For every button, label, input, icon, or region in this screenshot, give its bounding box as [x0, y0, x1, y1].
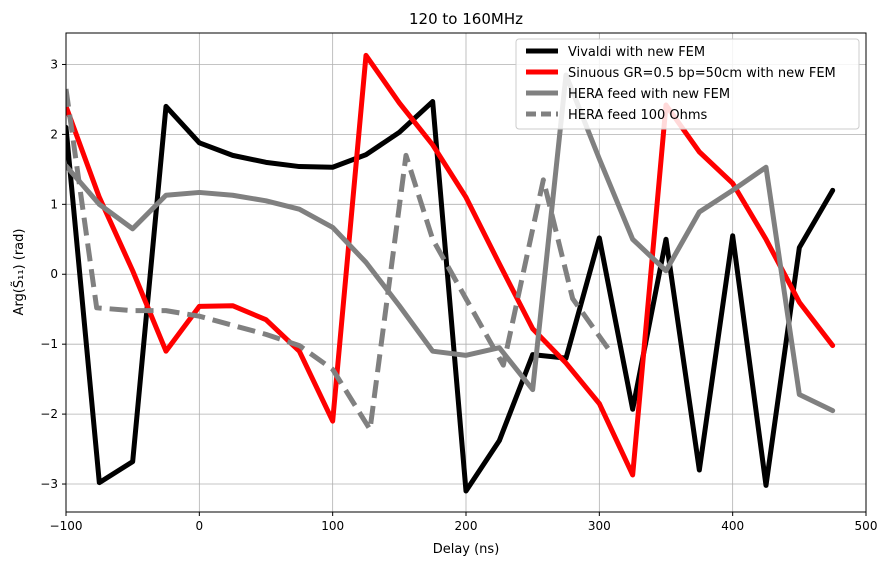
legend-box	[515, 38, 860, 130]
x-tick-label: 200	[455, 519, 478, 533]
y-tick-label: −3	[40, 477, 58, 491]
legend-label: Sinuous GR=0.5 bp=50cm with new FEM	[568, 66, 836, 81]
y-tick-label: 2	[50, 127, 58, 141]
y-tick-label: 1	[50, 197, 58, 211]
x-tick-label: 100	[321, 519, 344, 533]
series-line-1	[66, 99, 836, 494]
x-axis-label: Delay (ns)	[433, 542, 500, 557]
x-tick-label: −100	[50, 519, 83, 533]
legend-label: Vivaldi with new FEM	[568, 45, 705, 60]
x-tick-label: 500	[855, 519, 878, 533]
y-axis-label: Arg(S̃₁₁) (rad)	[12, 229, 27, 316]
x-tick-label: 400	[721, 519, 744, 533]
y-tick-label: −2	[40, 407, 58, 421]
legend-label: HERA feed with new FEM	[568, 87, 730, 102]
ticks: −100 0 100 200 300 400 500 −3 −2 −1 0 1 2 3	[40, 57, 877, 533]
series-line-4	[66, 88, 613, 432]
y-tick-label: −1	[40, 337, 58, 351]
legend: Vivaldi with new FEM Sinuous GR=0.5 bp=50…	[515, 38, 860, 130]
y-tick-label: 0	[50, 267, 58, 281]
series-line-3	[66, 72, 836, 414]
y-tick-label: 3	[50, 57, 58, 71]
x-tick-label: 300	[588, 519, 611, 533]
series-layer	[66, 52, 836, 494]
chart-title: 120 to 160MHz	[409, 10, 523, 28]
legend-label: HERA feed 100 Ohms	[568, 108, 708, 123]
x-tick-label: 0	[196, 519, 204, 533]
